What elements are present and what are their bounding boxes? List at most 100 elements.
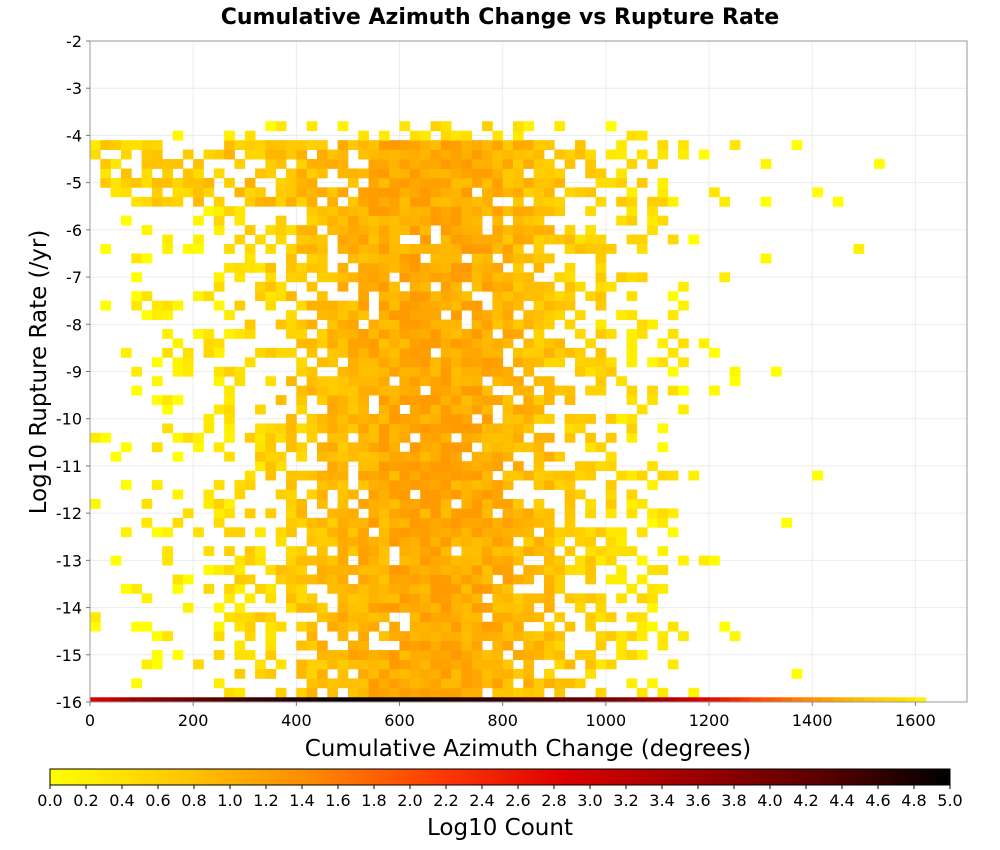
heatmap-cell	[409, 631, 421, 642]
heatmap-cell	[234, 565, 246, 575]
heatmap-cell	[337, 659, 349, 670]
heatmap-cell	[543, 385, 555, 396]
heatmap-cell	[347, 225, 359, 235]
heatmap-cell	[616, 413, 627, 424]
heatmap-cell	[378, 159, 390, 169]
heatmap-cell	[316, 480, 328, 490]
heatmap-cell	[513, 159, 524, 169]
heatmap-cell	[337, 376, 349, 387]
heatmap-cell	[492, 244, 504, 254]
heatmap-cell	[368, 159, 380, 169]
heatmap-cell	[368, 659, 380, 670]
heatmap-cell	[492, 612, 504, 623]
heatmap-cell	[451, 262, 462, 273]
heatmap-cell	[286, 546, 297, 557]
heatmap-cell	[533, 517, 545, 528]
heatmap-cell	[564, 593, 576, 604]
heatmap-cell	[286, 376, 297, 387]
heatmap-cell	[347, 423, 359, 434]
heatmap-cell	[605, 612, 617, 623]
colorbar-tick-label: 4.6	[865, 791, 890, 810]
heatmap-cell	[482, 234, 493, 245]
heatmap-cell	[337, 319, 349, 330]
heatmap-cell	[389, 140, 400, 150]
heatmap-cell-bottom-row	[244, 697, 256, 703]
heatmap-cell	[492, 668, 504, 679]
heatmap-cell	[430, 480, 442, 490]
heatmap-cell	[368, 234, 380, 245]
heatmap-cell	[461, 432, 473, 443]
heatmap-cell	[626, 159, 638, 169]
heatmap-cell	[347, 442, 359, 453]
heatmap-cell	[440, 574, 452, 585]
heatmap-cell-bottom-row	[729, 697, 741, 703]
heatmap-cell	[471, 168, 483, 179]
heatmap-cell	[172, 650, 184, 660]
heatmap-cell	[306, 244, 318, 254]
heatmap-cell	[430, 442, 442, 453]
heatmap-cell	[409, 329, 421, 339]
heatmap-cell	[378, 546, 390, 557]
heatmap-cell	[595, 291, 607, 302]
heatmap-cell	[482, 347, 493, 358]
heatmap-cell-bottom-row	[513, 697, 524, 703]
heatmap-cell	[265, 508, 277, 519]
heatmap-cell	[244, 631, 256, 642]
heatmap-cell	[358, 206, 369, 217]
heatmap-cell	[657, 470, 669, 481]
heatmap-cell	[492, 489, 504, 500]
heatmap-cell	[430, 517, 442, 528]
heatmap-cell-bottom-row	[100, 697, 112, 703]
x-tick-label: 600	[384, 711, 415, 730]
heatmap-cell	[389, 366, 400, 377]
heatmap-cell	[265, 121, 277, 132]
heatmap-cell	[502, 583, 514, 594]
heatmap-cell	[636, 650, 648, 660]
heatmap-cell	[244, 253, 256, 264]
heatmap-cell	[286, 272, 297, 283]
heatmap-cell	[275, 461, 287, 472]
heatmap-cell	[224, 329, 235, 339]
heatmap-cell	[667, 366, 679, 377]
heatmap-cell	[451, 442, 462, 453]
heatmap-cell	[409, 621, 421, 632]
heatmap-cell	[306, 640, 318, 651]
heatmap-cell-bottom-row	[894, 697, 906, 703]
heatmap-cell	[451, 168, 462, 179]
heatmap-cell	[574, 357, 586, 368]
heatmap-cell	[471, 470, 483, 481]
heatmap-cell	[554, 196, 566, 207]
heatmap-cell	[543, 234, 555, 245]
heatmap-cell	[574, 413, 586, 424]
heatmap-cell	[337, 404, 349, 415]
heatmap-cell	[451, 687, 462, 698]
heatmap-cell	[440, 140, 452, 150]
heatmap-cell	[275, 291, 287, 302]
heatmap-cell	[358, 612, 369, 623]
heatmap-cell	[296, 149, 308, 160]
heatmap-cell	[316, 310, 328, 320]
heatmap-cell	[430, 291, 442, 302]
heatmap-cell	[347, 300, 359, 311]
heatmap-cell	[399, 366, 411, 377]
heatmap-cell	[471, 281, 483, 292]
heatmap-cell	[564, 659, 576, 670]
heatmap-cell	[327, 612, 339, 623]
heatmap-cell-bottom-row	[822, 697, 834, 703]
heatmap-cell	[368, 489, 380, 500]
heatmap-cell	[316, 517, 328, 528]
heatmap-cell	[554, 612, 566, 623]
heatmap-cell	[574, 593, 586, 604]
heatmap-cell	[502, 631, 514, 642]
heatmap-cell	[533, 498, 545, 509]
heatmap-cell	[399, 413, 411, 424]
heatmap-cell	[368, 413, 380, 424]
heatmap-cell	[306, 621, 318, 632]
y-tick-label: -6	[66, 221, 82, 240]
heatmap-cell	[275, 225, 287, 235]
heatmap-cell	[574, 187, 586, 198]
heatmap-cell	[90, 498, 101, 509]
heatmap-cell	[296, 262, 308, 273]
heatmap-cell	[306, 300, 318, 311]
heatmap-cell	[513, 432, 524, 443]
